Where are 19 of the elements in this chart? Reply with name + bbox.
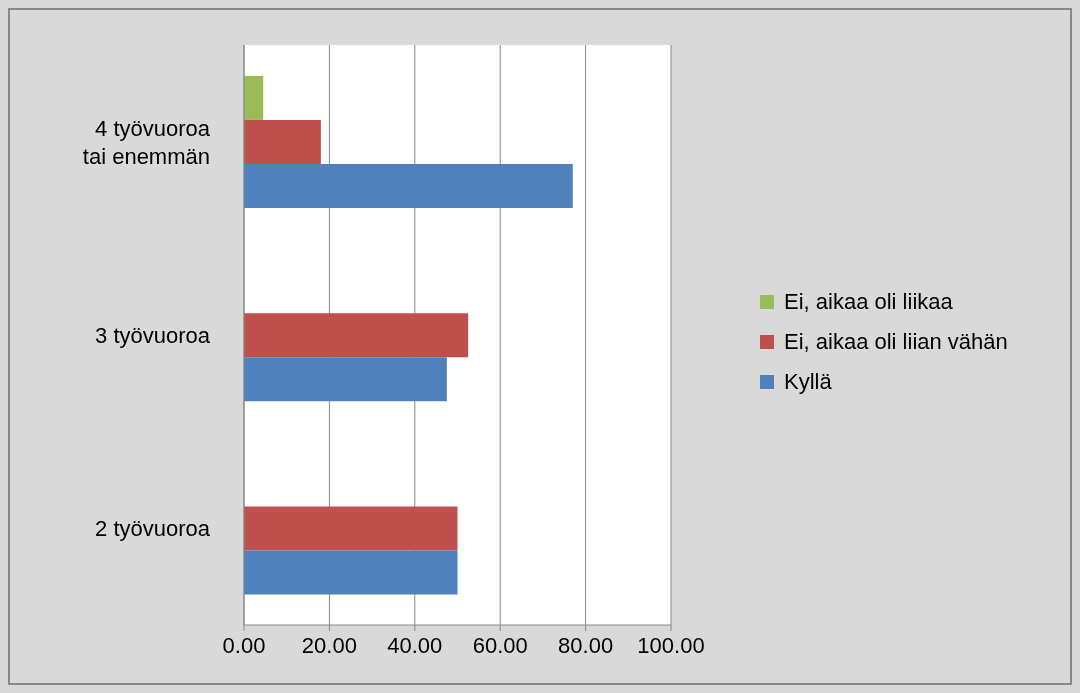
bar	[244, 357, 447, 402]
x-tick-label: 100.00	[637, 632, 705, 658]
bar	[244, 313, 469, 358]
y-tick-label: 2 työvuoroa	[95, 515, 211, 541]
bar	[244, 506, 458, 551]
x-tick-label: 40.00	[387, 632, 443, 658]
legend-label: Ei, aikaa oli liikaa	[784, 288, 953, 316]
y-tick-label: 4 työvuoroa tai enemmän	[82, 115, 211, 169]
x-tick-label: 20.00	[301, 632, 357, 658]
legend-label: Ei, aikaa oli liian vähän	[784, 328, 1008, 356]
x-tick-label: 80.00	[558, 632, 614, 658]
legend-label: Kyllä	[784, 368, 832, 396]
y-tick-label: 3 työvuoroa	[95, 322, 211, 348]
bar	[244, 119, 321, 164]
x-tick-label: 60.00	[472, 632, 528, 658]
bar	[244, 75, 264, 120]
x-tick-label: 0.00	[222, 632, 266, 658]
bar	[244, 550, 458, 595]
bar	[244, 163, 573, 208]
